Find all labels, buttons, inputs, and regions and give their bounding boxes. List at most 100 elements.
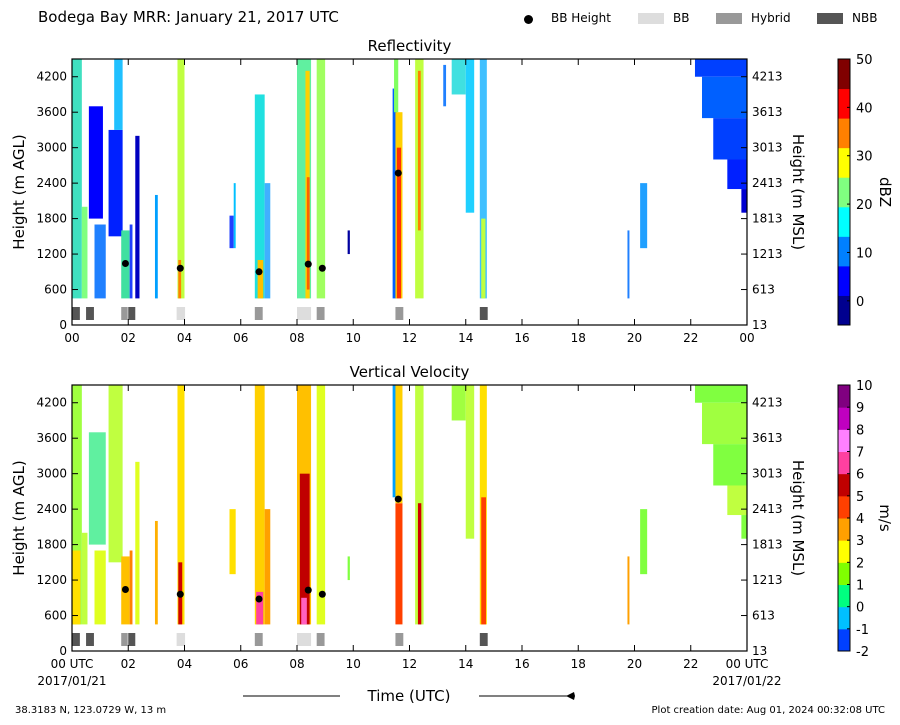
echo-column-1-13: [254, 385, 265, 625]
date-start: 2017/01/21: [37, 674, 106, 688]
xtick-label-1-8: 16: [514, 657, 529, 671]
xtick-label-1-5: 10: [346, 657, 361, 671]
bb-flag-1-1: [86, 633, 94, 646]
bb-flag-1-8: [395, 633, 404, 646]
xtick-label-0-4: 08: [289, 331, 304, 345]
echo-column-0-8: [135, 135, 140, 299]
echo-column-1-19: [316, 385, 326, 625]
ytick-label-0-0: 0: [59, 318, 67, 332]
ytick-label-right-0-4: 2413: [752, 176, 783, 190]
echo-column-1-32: [694, 385, 747, 403]
echo-column-1-25: [417, 503, 422, 625]
bb-height-point-0-0: [121, 260, 129, 268]
echo-column-0-13: [233, 183, 236, 249]
ytick-label-right-0-5: 3013: [752, 141, 783, 155]
xtick-label-0-2: 04: [177, 331, 192, 345]
echo-column-1-3: [88, 432, 106, 545]
xtick-label-1-3: 06: [233, 657, 248, 671]
echo-column-1-14: [256, 591, 264, 625]
echo-column-1-36: [741, 515, 747, 539]
colorbar-segment-1-5: [838, 518, 850, 541]
colorbar-tick-label-1-3: 1: [856, 579, 864, 594]
colorbar-tick-label-1-7: 5: [856, 490, 864, 505]
echo-column-0-29: [451, 59, 466, 95]
echo-column-1-1: [72, 550, 81, 625]
colorbar-segment-1-11: [838, 385, 850, 408]
bb-flag-0-7: [316, 307, 325, 320]
echo-column-0-35: [694, 59, 747, 77]
legend-bb-swatch: [638, 13, 664, 24]
ytick-label-0-3: 1800: [36, 212, 67, 226]
ytick-label-right-1-5: 3013: [752, 467, 783, 481]
xtick-label-0-0: 00: [64, 331, 79, 345]
legend-bb-height-marker: [524, 15, 533, 24]
xtick-label-1-0: 00 UTC: [51, 657, 94, 671]
colorbar-segment-0-5: [838, 147, 850, 178]
panel-title-1: Vertical Velocity: [350, 363, 470, 381]
echo-column-1-5: [108, 385, 123, 563]
xtick-label-1-10: 20: [627, 657, 642, 671]
colorbar-segment-1-8: [838, 451, 850, 475]
echo-column-0-15: [257, 259, 264, 299]
bb-flag-0-5: [254, 307, 263, 320]
bb-flag-0-8: [395, 307, 404, 320]
xtick-label-1-2: 04: [177, 657, 192, 671]
ytick-label-1-4: 2400: [36, 502, 67, 516]
echo-column-0-11: [178, 259, 182, 299]
bb-flag-1-6: [297, 633, 312, 646]
legend-hybrid-swatch: [716, 13, 742, 24]
colorbar-segment-1-7: [838, 473, 850, 497]
echo-column-0-0: [72, 59, 82, 299]
echo-column-1-15: [264, 509, 271, 625]
xtick-label-1-12: 00 UTC: [726, 657, 769, 671]
echo-column-0-21: [347, 230, 350, 255]
colorbar-segment-1-3: [838, 562, 850, 585]
echo-column-1-18: [301, 597, 307, 625]
echo-column-1-30: [627, 556, 630, 625]
echo-column-0-27: [417, 70, 421, 231]
xlabel: Time (UTC): [367, 687, 451, 705]
bb-height-point-0-5: [394, 169, 402, 177]
xtick-label-0-1: 02: [121, 331, 136, 345]
colorbar-tick-label-1-4: 2: [856, 556, 864, 571]
colorbar-tick-label-1-0: -2: [856, 645, 869, 660]
colorbar-segment-1-4: [838, 540, 850, 563]
xtick-label-0-3: 06: [233, 331, 248, 345]
echo-column-1-8: [135, 461, 140, 625]
bb-flag-1-2: [121, 633, 128, 646]
echo-column-0-37: [713, 118, 747, 160]
ytick-label-0-6: 3600: [36, 105, 67, 119]
echo-column-0-10: [177, 59, 185, 299]
echo-column-0-19: [306, 177, 310, 290]
ytick-label-right-1-1: 613: [752, 609, 775, 623]
bb-height-point-0-1: [176, 264, 184, 272]
footer-creation-date: Plot creation date: Aug 01, 2024 00:32:0…: [651, 705, 885, 716]
bb-flag-1-0: [72, 633, 80, 646]
legend-bb-label: BB: [673, 11, 690, 25]
colorbar-segment-0-2: [838, 236, 850, 267]
echo-column-0-20: [316, 59, 326, 299]
xtick-label-1-7: 14: [458, 657, 473, 671]
bb-height-point-1-3: [304, 586, 312, 594]
echo-column-0-7: [129, 224, 133, 299]
xtick-label-0-7: 14: [458, 331, 473, 345]
colorbar-segment-1-9: [838, 429, 850, 452]
echo-column-1-10: [177, 385, 185, 625]
ytick-label-0-7: 4200: [36, 70, 67, 84]
ytick-label-0-4: 2400: [36, 176, 67, 190]
bb-height-point-0-4: [318, 264, 326, 272]
bb-flag-1-5: [254, 633, 263, 646]
ytick-label-right-1-0: 13: [752, 644, 767, 658]
echo-column-1-2: [81, 532, 88, 625]
bb-flag-0-2: [121, 307, 128, 320]
ytick-label-right-0-3: 1813: [752, 212, 783, 226]
echo-column-0-39: [741, 189, 747, 213]
ytick-label-right-1-4: 2413: [752, 502, 783, 516]
colorbar-segment-0-4: [838, 177, 850, 208]
colorbar-label-0: dBZ: [876, 177, 894, 207]
colorbar-tick-label-1-5: 3: [856, 534, 864, 549]
bb-height-point-0-3: [304, 260, 312, 268]
echo-column-0-4: [108, 129, 123, 237]
colorbar-segment-0-0: [838, 295, 850, 326]
bb-flag-0-6: [297, 307, 312, 320]
